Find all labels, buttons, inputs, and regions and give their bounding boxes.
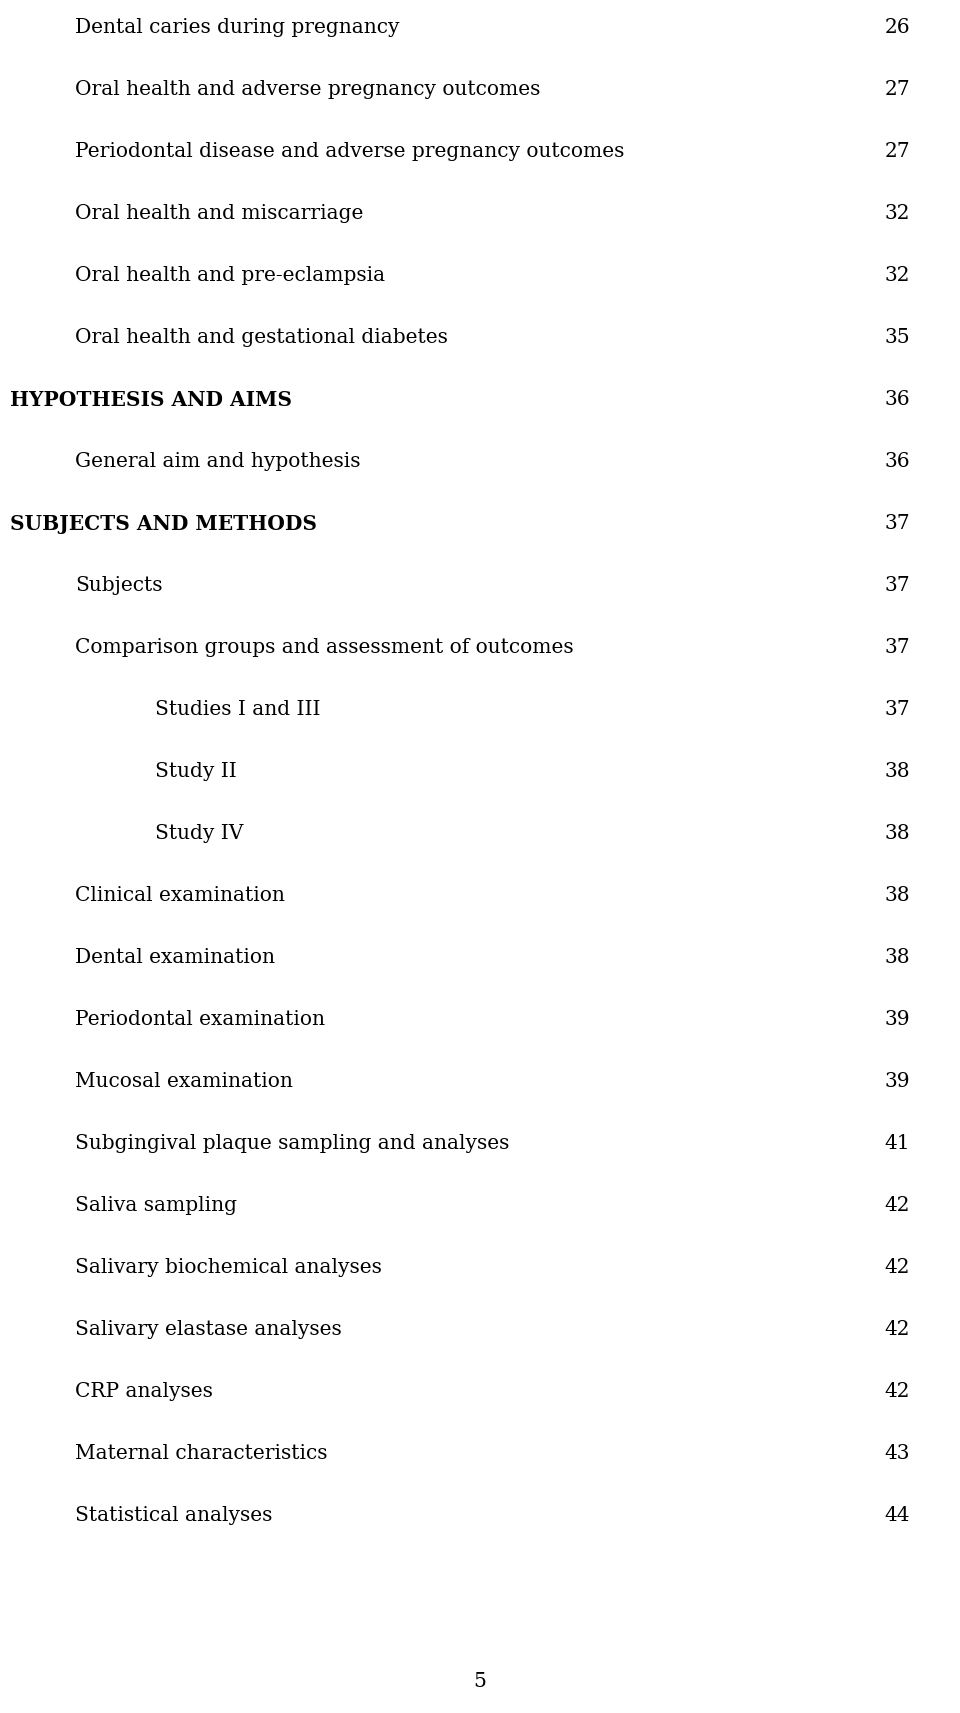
Text: Oral health and adverse pregnancy outcomes: Oral health and adverse pregnancy outcom… (75, 81, 540, 99)
Text: Subjects: Subjects (75, 576, 162, 594)
Text: 38: 38 (884, 824, 910, 843)
Text: 42: 42 (884, 1257, 910, 1276)
Text: HYPOTHESIS AND AIMS: HYPOTHESIS AND AIMS (10, 391, 292, 409)
Text: CRP analyses: CRP analyses (75, 1382, 213, 1401)
Text: 44: 44 (884, 1506, 910, 1525)
Text: 35: 35 (884, 327, 910, 348)
Text: Study II: Study II (155, 762, 237, 781)
Text: SUBJECTS AND METHODS: SUBJECTS AND METHODS (10, 514, 317, 534)
Text: 42: 42 (884, 1321, 910, 1340)
Text: Study IV: Study IV (155, 824, 244, 843)
Text: Salivary elastase analyses: Salivary elastase analyses (75, 1321, 342, 1340)
Text: 42: 42 (884, 1382, 910, 1401)
Text: 38: 38 (884, 947, 910, 968)
Text: Maternal characteristics: Maternal characteristics (75, 1444, 327, 1463)
Text: 39: 39 (884, 1072, 910, 1091)
Text: Salivary biochemical analyses: Salivary biochemical analyses (75, 1257, 382, 1276)
Text: Oral health and gestational diabetes: Oral health and gestational diabetes (75, 327, 448, 348)
Text: 41: 41 (884, 1134, 910, 1153)
Text: 38: 38 (884, 886, 910, 904)
Text: 5: 5 (473, 1672, 487, 1691)
Text: Subgingival plaque sampling and analyses: Subgingival plaque sampling and analyses (75, 1134, 510, 1153)
Text: 27: 27 (884, 81, 910, 99)
Text: 37: 37 (884, 514, 910, 533)
Text: 26: 26 (884, 19, 910, 38)
Text: 42: 42 (884, 1196, 910, 1215)
Text: 36: 36 (884, 452, 910, 471)
Text: Dental examination: Dental examination (75, 947, 275, 968)
Text: 43: 43 (884, 1444, 910, 1463)
Text: Saliva sampling: Saliva sampling (75, 1196, 237, 1215)
Text: 36: 36 (884, 391, 910, 409)
Text: Clinical examination: Clinical examination (75, 886, 285, 904)
Text: Periodontal examination: Periodontal examination (75, 1011, 325, 1030)
Text: Oral health and miscarriage: Oral health and miscarriage (75, 204, 364, 223)
Text: Dental caries during pregnancy: Dental caries during pregnancy (75, 19, 399, 38)
Text: Studies I and III: Studies I and III (155, 701, 321, 719)
Text: Periodontal disease and adverse pregnancy outcomes: Periodontal disease and adverse pregnanc… (75, 142, 624, 161)
Text: Oral health and pre-eclampsia: Oral health and pre-eclampsia (75, 266, 385, 284)
Text: 32: 32 (884, 266, 910, 284)
Text: 37: 37 (884, 701, 910, 719)
Text: 37: 37 (884, 637, 910, 658)
Text: 32: 32 (884, 204, 910, 223)
Text: 39: 39 (884, 1011, 910, 1030)
Text: Mucosal examination: Mucosal examination (75, 1072, 293, 1091)
Text: 27: 27 (884, 142, 910, 161)
Text: 38: 38 (884, 762, 910, 781)
Text: Statistical analyses: Statistical analyses (75, 1506, 273, 1525)
Text: 37: 37 (884, 576, 910, 594)
Text: Comparison groups and assessment of outcomes: Comparison groups and assessment of outc… (75, 637, 574, 658)
Text: General aim and hypothesis: General aim and hypothesis (75, 452, 361, 471)
